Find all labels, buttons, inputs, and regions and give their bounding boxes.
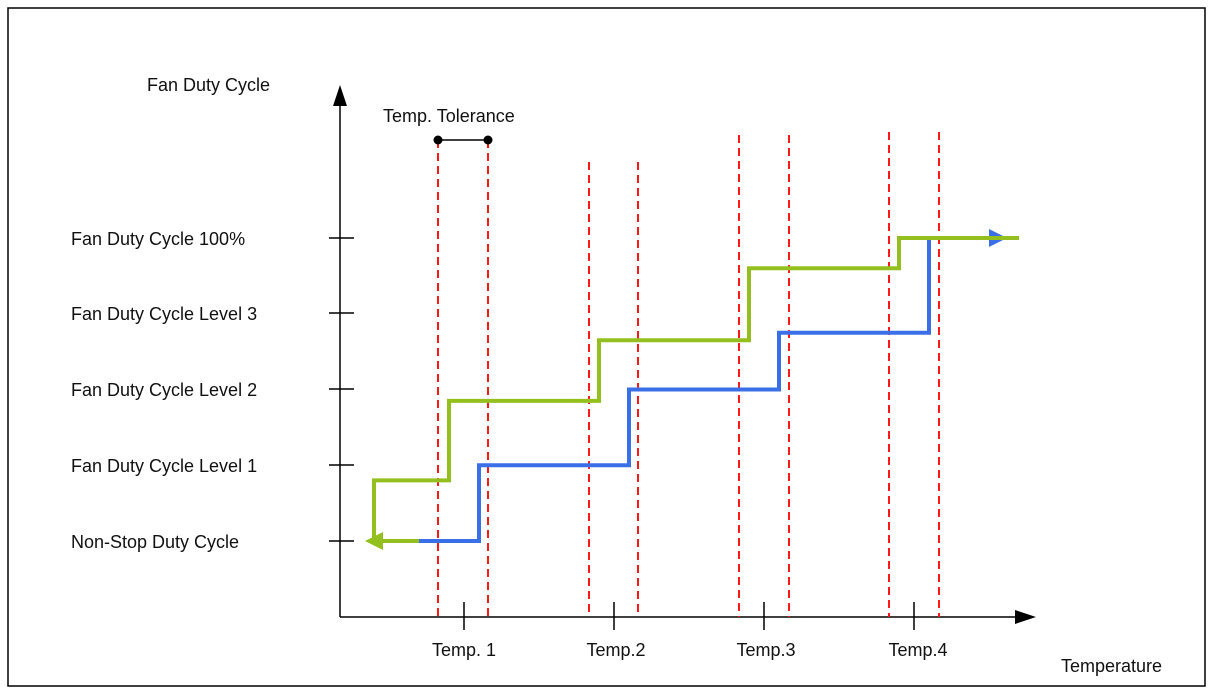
y-label-100: Fan Duty Cycle 100% bbox=[71, 229, 245, 249]
y-label-level-1: Fan Duty Cycle Level 1 bbox=[71, 456, 257, 476]
y-label-level-2: Fan Duty Cycle Level 2 bbox=[71, 380, 257, 400]
x-axis-title: Temperature bbox=[1061, 656, 1162, 676]
threshold-lines bbox=[437, 132, 940, 617]
diagram-frame bbox=[7, 7, 1206, 687]
tolerance-dot-right bbox=[483, 135, 493, 145]
y-label-level-3: Fan Duty Cycle Level 3 bbox=[71, 304, 257, 324]
x-axis-arrow bbox=[1015, 610, 1036, 624]
y-axis-title: Fan Duty Cycle bbox=[147, 75, 270, 95]
tolerance-dot-left bbox=[433, 135, 443, 145]
x-label-temp-2: Temp.2 bbox=[586, 640, 645, 660]
rising-curve bbox=[419, 236, 1019, 543]
falling-arrow-head bbox=[365, 532, 383, 550]
y-axis-arrow bbox=[333, 85, 347, 106]
tolerance-label: Temp. Tolerance bbox=[383, 106, 515, 126]
y-level-ticks bbox=[329, 237, 354, 542]
series-layer bbox=[365, 229, 1019, 550]
y-label-nonstop: Non-Stop Duty Cycle bbox=[71, 532, 239, 552]
x-label-temp-4: Temp.4 bbox=[888, 640, 947, 660]
x-label-temp-1: Temp. 1 bbox=[432, 640, 496, 660]
x-label-temp-3: Temp.3 bbox=[736, 640, 795, 660]
falling-curve bbox=[372, 236, 1019, 543]
